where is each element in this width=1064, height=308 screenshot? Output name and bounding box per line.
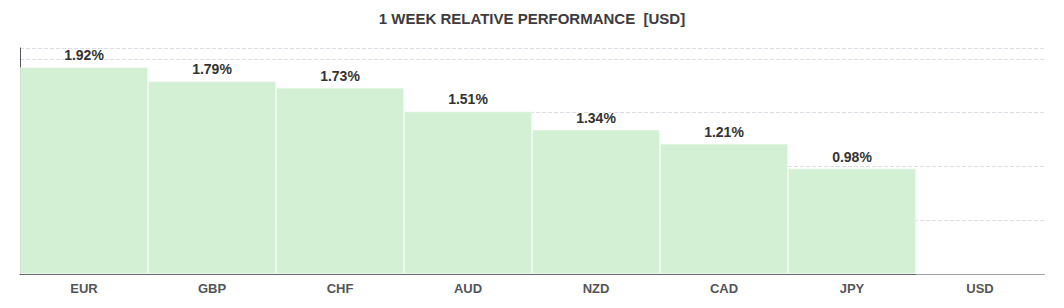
- svg-text:JPY: JPY: [840, 281, 865, 296]
- svg-text:1.51%: 1.51%: [448, 91, 488, 107]
- svg-text:1.92%: 1.92%: [64, 47, 104, 63]
- svg-text:1.34%: 1.34%: [576, 110, 616, 126]
- svg-text:1.73%: 1.73%: [320, 68, 360, 84]
- svg-text:CAD: CAD: [710, 281, 738, 296]
- svg-text:NZD: NZD: [583, 281, 610, 296]
- svg-text:AUD: AUD: [454, 281, 482, 296]
- svg-text:1.21%: 1.21%: [704, 124, 744, 140]
- svg-text:1 WEEK RELATIVE PERFORMANCE [: 1 WEEK RELATIVE PERFORMANCE [USD]: [379, 10, 685, 27]
- svg-text:0.98%: 0.98%: [832, 149, 872, 165]
- svg-text:USD: USD: [966, 281, 993, 296]
- svg-text:GBP: GBP: [198, 281, 227, 296]
- svg-text:CHF: CHF: [327, 281, 354, 296]
- svg-text:1.79%: 1.79%: [192, 61, 232, 77]
- svg-text:EUR: EUR: [70, 281, 98, 296]
